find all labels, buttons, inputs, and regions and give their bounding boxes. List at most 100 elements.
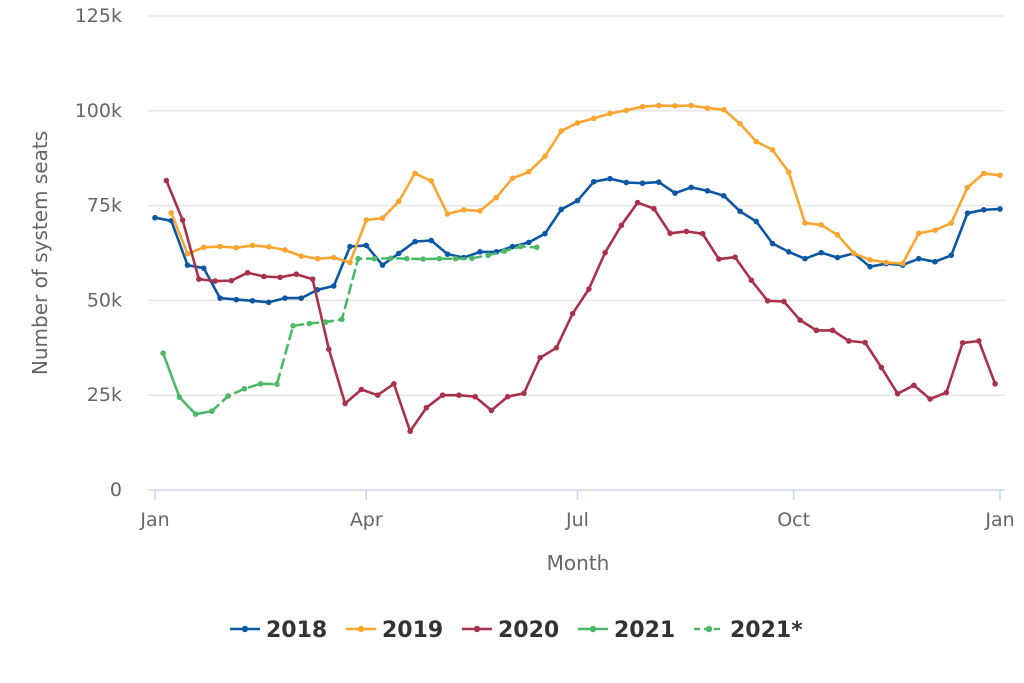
data-point[interactable] bbox=[602, 249, 608, 256]
data-point[interactable] bbox=[265, 244, 272, 250]
data-point[interactable] bbox=[452, 255, 459, 262]
data-point[interactable] bbox=[607, 110, 613, 117]
data-point[interactable] bbox=[834, 254, 841, 261]
data-point[interactable] bbox=[217, 295, 223, 301]
data-point[interactable] bbox=[501, 248, 508, 254]
data-point[interactable] bbox=[753, 138, 760, 145]
data-point[interactable] bbox=[732, 254, 738, 260]
data-point[interactable] bbox=[521, 390, 527, 397]
data-point[interactable] bbox=[233, 296, 240, 303]
data-point[interactable] bbox=[152, 214, 158, 221]
data-point[interactable] bbox=[184, 250, 191, 257]
data-point[interactable] bbox=[683, 228, 690, 235]
data-point[interactable] bbox=[737, 120, 743, 127]
data-point[interactable] bbox=[802, 255, 808, 262]
data-point[interactable] bbox=[688, 102, 695, 109]
data-point[interactable] bbox=[249, 297, 256, 304]
data-point[interactable] bbox=[439, 392, 446, 399]
data-point[interactable] bbox=[196, 276, 202, 282]
data-point[interactable] bbox=[306, 320, 313, 327]
data-point[interactable] bbox=[363, 217, 370, 223]
data-point[interactable] bbox=[720, 192, 727, 199]
data-point[interactable] bbox=[720, 106, 727, 113]
data-point[interactable] bbox=[309, 276, 316, 282]
data-point[interactable] bbox=[927, 396, 933, 402]
data-point[interactable] bbox=[363, 242, 370, 249]
data-point[interactable] bbox=[509, 175, 516, 182]
data-point[interactable] bbox=[444, 211, 451, 217]
data-point[interactable] bbox=[948, 252, 955, 259]
data-point[interactable] bbox=[704, 105, 711, 111]
data-point[interactable] bbox=[542, 153, 548, 160]
data-point[interactable] bbox=[797, 317, 803, 323]
data-point[interactable] bbox=[444, 251, 451, 257]
data-point[interactable] bbox=[878, 364, 885, 371]
data-point[interactable] bbox=[639, 103, 646, 110]
data-point[interactable] bbox=[339, 316, 345, 323]
data-point[interactable] bbox=[179, 217, 186, 223]
data-point[interactable] bbox=[423, 404, 430, 411]
data-point[interactable] bbox=[407, 428, 413, 435]
data-point[interactable] bbox=[277, 274, 283, 281]
data-point[interactable] bbox=[290, 323, 296, 329]
data-point[interactable] bbox=[225, 393, 231, 399]
data-point[interactable] bbox=[460, 206, 467, 213]
data-point[interactable] bbox=[330, 254, 337, 261]
data-point[interactable] bbox=[569, 310, 576, 317]
data-point[interactable] bbox=[387, 255, 394, 262]
data-point[interactable] bbox=[542, 230, 548, 237]
data-point[interactable] bbox=[688, 184, 695, 191]
data-point[interactable] bbox=[716, 256, 722, 262]
data-point[interactable] bbox=[753, 218, 760, 225]
data-point[interactable] bbox=[371, 255, 378, 262]
data-point[interactable] bbox=[355, 255, 361, 262]
data-point[interactable] bbox=[932, 227, 938, 234]
data-point[interactable] bbox=[322, 319, 329, 325]
data-point[interactable] bbox=[802, 220, 808, 226]
data-point[interactable] bbox=[472, 393, 478, 400]
data-point[interactable] bbox=[347, 259, 353, 266]
data-point[interactable] bbox=[667, 230, 673, 237]
data-point[interactable] bbox=[249, 242, 256, 249]
data-point[interactable] bbox=[477, 208, 483, 214]
data-point[interactable] bbox=[379, 262, 386, 268]
data-point[interactable] bbox=[525, 239, 532, 246]
data-point[interactable] bbox=[428, 178, 435, 184]
data-point[interactable] bbox=[326, 346, 332, 353]
data-point[interactable] bbox=[347, 243, 353, 250]
data-point[interactable] bbox=[233, 244, 240, 251]
data-point[interactable] bbox=[834, 231, 841, 238]
data-point[interactable] bbox=[607, 175, 613, 182]
data-point[interactable] bbox=[282, 295, 288, 301]
data-point[interactable] bbox=[265, 299, 272, 306]
data-point[interactable] bbox=[748, 277, 755, 284]
data-point[interactable] bbox=[493, 194, 500, 201]
data-point[interactable] bbox=[244, 269, 251, 276]
data-point[interactable] bbox=[964, 210, 971, 216]
data-point[interactable] bbox=[867, 263, 873, 270]
data-point[interactable] bbox=[997, 206, 1003, 212]
data-point[interactable] bbox=[672, 103, 678, 109]
data-point[interactable] bbox=[456, 392, 462, 399]
data-point[interactable] bbox=[200, 244, 207, 251]
data-point[interactable] bbox=[862, 339, 868, 346]
data-point[interactable] bbox=[412, 238, 418, 245]
data-point[interactable] bbox=[184, 262, 191, 268]
data-point[interactable] bbox=[257, 381, 264, 387]
data-point[interactable] bbox=[655, 102, 662, 109]
data-point[interactable] bbox=[176, 394, 183, 400]
data-point[interactable] bbox=[590, 115, 597, 122]
legend-item-2018[interactable]: 2018 bbox=[230, 618, 327, 643]
data-point[interactable] bbox=[537, 354, 543, 361]
data-point[interactable] bbox=[358, 386, 365, 393]
data-point[interactable] bbox=[504, 393, 511, 400]
data-point[interactable] bbox=[894, 390, 901, 397]
data-point[interactable] bbox=[943, 389, 950, 396]
data-point[interactable] bbox=[534, 244, 540, 251]
legend-item-2021[interactable]: 2021 bbox=[578, 618, 675, 643]
data-point[interactable] bbox=[558, 206, 565, 213]
data-point[interactable] bbox=[976, 338, 982, 344]
data-point[interactable] bbox=[829, 327, 836, 334]
data-point[interactable] bbox=[639, 180, 646, 187]
data-point[interactable] bbox=[485, 252, 491, 259]
